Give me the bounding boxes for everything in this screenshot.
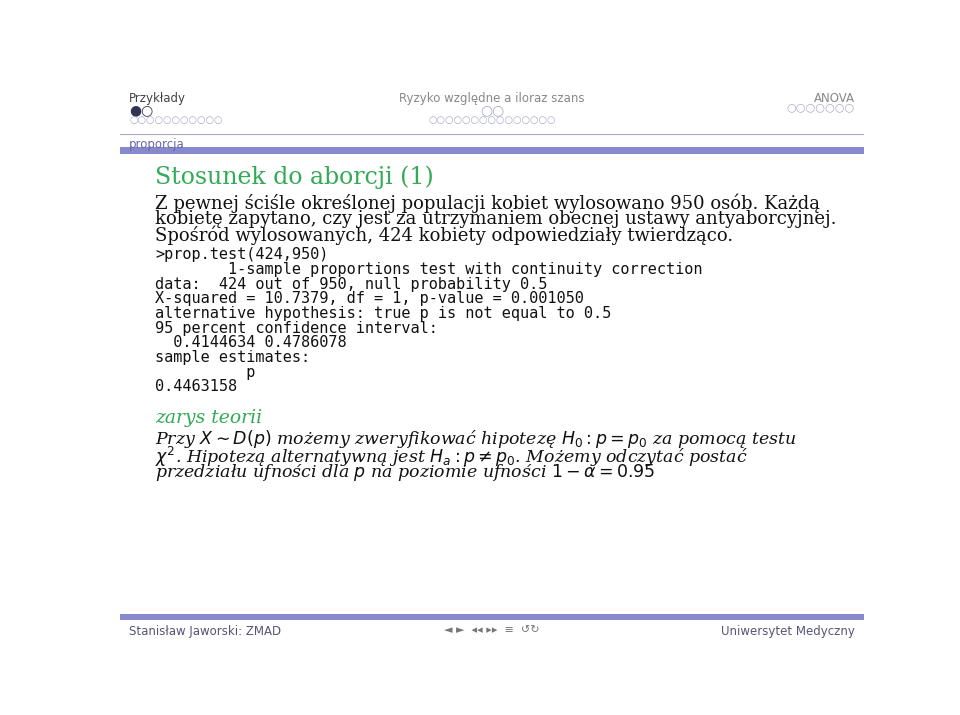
Text: proporcja: proporcja (130, 138, 185, 151)
Text: Stanisław Jaworski: ZMAD: Stanisław Jaworski: ZMAD (130, 625, 281, 638)
Text: 0.4463158: 0.4463158 (155, 379, 237, 394)
Text: Stosunek do aborcji (1): Stosunek do aborcji (1) (155, 166, 434, 189)
Text: $\chi^2$. Hipotezą alternatywną jest $H_a : p \neq p_0$. Możemy odczytać postać: $\chi^2$. Hipotezą alternatywną jest $H_… (155, 445, 748, 469)
Text: kobietę zapytano, czy jest za utrzymaniem obecnej ustawy antyaborcyjnej.: kobietę zapytano, czy jest za utrzymanie… (155, 209, 836, 228)
Text: X-squared = 10.7379, df = 1, p-value = 0.001050: X-squared = 10.7379, df = 1, p-value = 0… (155, 292, 584, 307)
Text: Przy $X \sim D(p)$ możemy zweryfikować hipotezę $H_0 : p = p_0$ za pomocą testu: Przy $X \sim D(p)$ możemy zweryfikować h… (155, 428, 797, 450)
Text: Uniwersytet Medyczny: Uniwersytet Medyczny (721, 625, 854, 638)
Text: ◄ ►  ◂◂ ▸▸  ≡  ↺↻: ◄ ► ◂◂ ▸▸ ≡ ↺↻ (444, 625, 540, 635)
Text: >prop.test(424,950): >prop.test(424,950) (155, 247, 328, 262)
Text: ●○: ●○ (130, 103, 154, 117)
Text: 95 percent confidence interval:: 95 percent confidence interval: (155, 320, 438, 335)
Text: alternative hypothesis: true p is not equal to 0.5: alternative hypothesis: true p is not eq… (155, 306, 612, 321)
Text: ○○○○○○○○○○○: ○○○○○○○○○○○ (130, 115, 223, 125)
Text: ○○○○○○○○○○○○○○○: ○○○○○○○○○○○○○○○ (428, 115, 556, 125)
FancyBboxPatch shape (120, 614, 864, 620)
Text: ○○: ○○ (480, 103, 504, 117)
Text: 0.4144634 0.4786078: 0.4144634 0.4786078 (155, 335, 347, 350)
Text: Spośród wylosowanych, 424 kobiety odpowiedziały twierdząco.: Spośród wylosowanych, 424 kobiety odpowi… (155, 226, 733, 245)
Text: przedziału ufności dla $p$ na poziomie ufności $1 - \alpha = 0.95$: przedziału ufności dla $p$ na poziomie u… (155, 462, 656, 483)
Text: ANOVA: ANOVA (814, 92, 854, 105)
Text: Ryzyko względne a iloraz szans: Ryzyko względne a iloraz szans (399, 92, 585, 105)
Text: Przykłady: Przykłady (130, 92, 186, 105)
Text: data:  424 out of 950, null probability 0.5: data: 424 out of 950, null probability 0… (155, 277, 547, 292)
Text: sample estimates:: sample estimates: (155, 350, 310, 365)
Text: Z pewnej ściśle określonej populacji kobiet wylosowano 950 osób. Każdą: Z pewnej ściśle określonej populacji kob… (155, 194, 820, 213)
FancyBboxPatch shape (120, 147, 864, 154)
Text: p: p (155, 365, 255, 380)
Text: 1-sample proportions test with continuity correction: 1-sample proportions test with continuit… (155, 262, 703, 277)
Text: ○○○○○○○: ○○○○○○○ (786, 103, 854, 113)
Text: zarys teorii: zarys teorii (155, 409, 262, 427)
